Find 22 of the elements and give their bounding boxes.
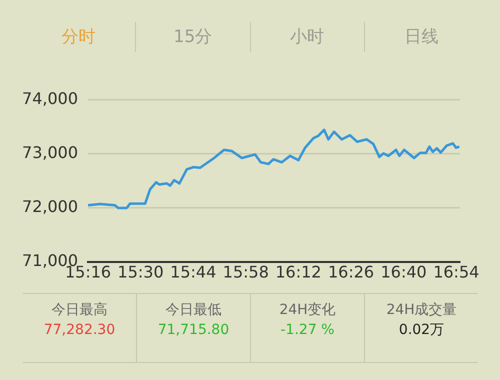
text: 日线 bbox=[364, 22, 478, 52]
text: 今日最高 bbox=[50, 301, 108, 320]
text: 0.02万 bbox=[398, 321, 446, 340]
x-tick-label: 16:54 bbox=[433, 262, 480, 282]
y-tick-label: 73,000 bbox=[22, 142, 78, 162]
x-tick-label: 15:58 bbox=[222, 262, 269, 282]
text: 15分 bbox=[135, 22, 250, 52]
text: 77,282.30 bbox=[42, 321, 116, 340]
y-tick-label: 72,000 bbox=[22, 196, 78, 216]
x-tick-label: 16:40 bbox=[380, 262, 427, 282]
text: 24H变化 bbox=[278, 301, 337, 320]
x-tick-label: 16:26 bbox=[328, 262, 374, 282]
text: 今日最低 bbox=[164, 301, 222, 320]
x-tick-label: 15:44 bbox=[170, 262, 216, 282]
text: 分时 bbox=[60, 26, 97, 49]
x-tick-label: 16:12 bbox=[275, 262, 322, 282]
text: 24H成交量 bbox=[385, 301, 458, 320]
x-tick-label: 15:30 bbox=[118, 262, 164, 282]
text: -1.27 % bbox=[280, 321, 336, 340]
text: 小时 bbox=[250, 22, 364, 52]
text: 71,715.80 bbox=[156, 321, 230, 340]
y-tick-label: 74,000 bbox=[22, 88, 78, 108]
